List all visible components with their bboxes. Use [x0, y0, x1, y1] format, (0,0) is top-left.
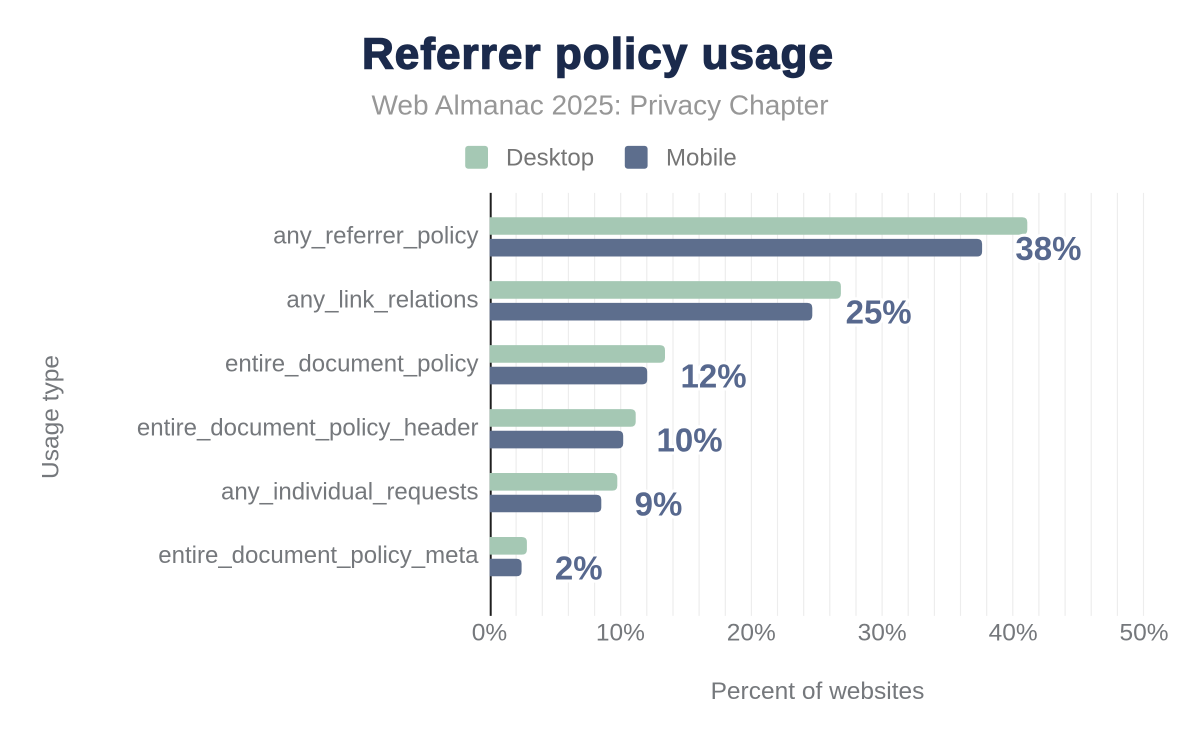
svg-text:9%: 9%	[635, 486, 683, 523]
svg-text:20%: 20%	[727, 620, 776, 647]
svg-text:Desktop: Desktop	[506, 145, 594, 172]
svg-text:any_individual_requests: any_individual_requests	[221, 478, 479, 505]
svg-text:10%: 10%	[596, 620, 645, 647]
svg-text:Usage type: Usage type	[38, 355, 65, 479]
svg-text:Referrer policy usage: Referrer policy usage	[362, 30, 834, 79]
svg-text:10%: 10%	[657, 422, 723, 459]
svg-text:Percent of websites: Percent of websites	[711, 678, 925, 705]
svg-text:50%: 50%	[1119, 620, 1168, 647]
svg-text:any_link_relations: any_link_relations	[286, 286, 478, 313]
svg-text:12%: 12%	[681, 358, 747, 395]
svg-text:entire_document_policy: entire_document_policy	[225, 350, 479, 377]
svg-text:Web Almanac 2025: Privacy Chap: Web Almanac 2025: Privacy Chapter	[371, 90, 828, 121]
svg-text:25%: 25%	[846, 294, 912, 331]
svg-text:38%: 38%	[1015, 230, 1081, 267]
svg-text:Mobile: Mobile	[666, 145, 737, 172]
svg-text:entire_document_policy_header: entire_document_policy_header	[137, 414, 479, 441]
svg-text:30%: 30%	[858, 620, 907, 647]
svg-text:any_referrer_policy: any_referrer_policy	[273, 222, 478, 249]
svg-text:entire_document_policy_meta: entire_document_policy_meta	[158, 542, 479, 569]
svg-text:2%: 2%	[555, 550, 603, 587]
svg-text:0%: 0%	[472, 620, 507, 647]
svg-text:40%: 40%	[989, 620, 1038, 647]
